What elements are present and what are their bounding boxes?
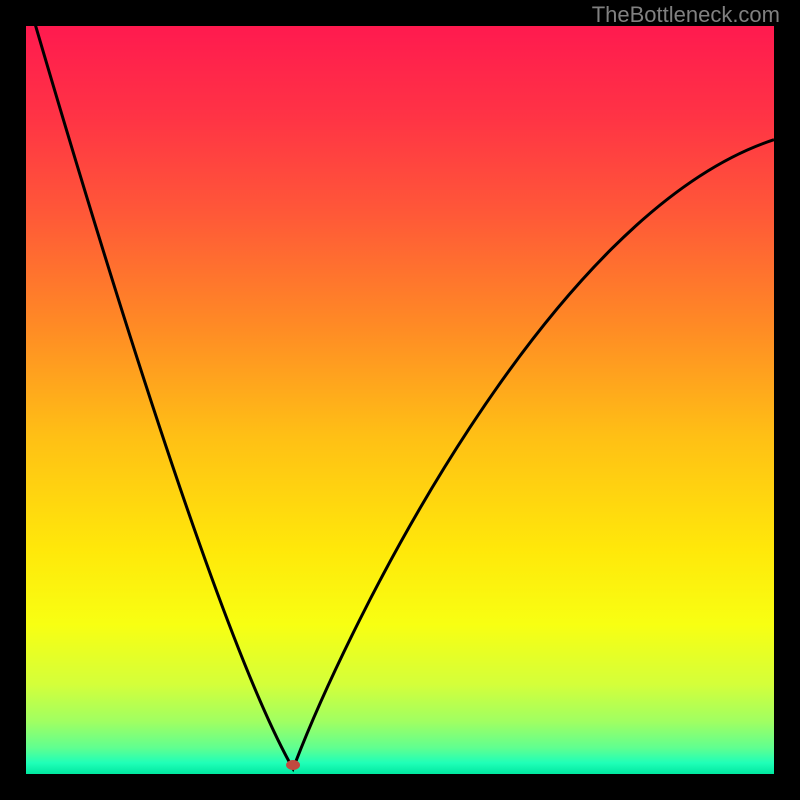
chart-frame: TheBottleneck.com <box>0 0 800 800</box>
plot-area <box>26 26 774 774</box>
curve-layer <box>26 26 774 774</box>
valley-marker <box>286 760 300 770</box>
watermark-text: TheBottleneck.com <box>592 2 780 28</box>
bottleneck-curve <box>33 26 774 769</box>
